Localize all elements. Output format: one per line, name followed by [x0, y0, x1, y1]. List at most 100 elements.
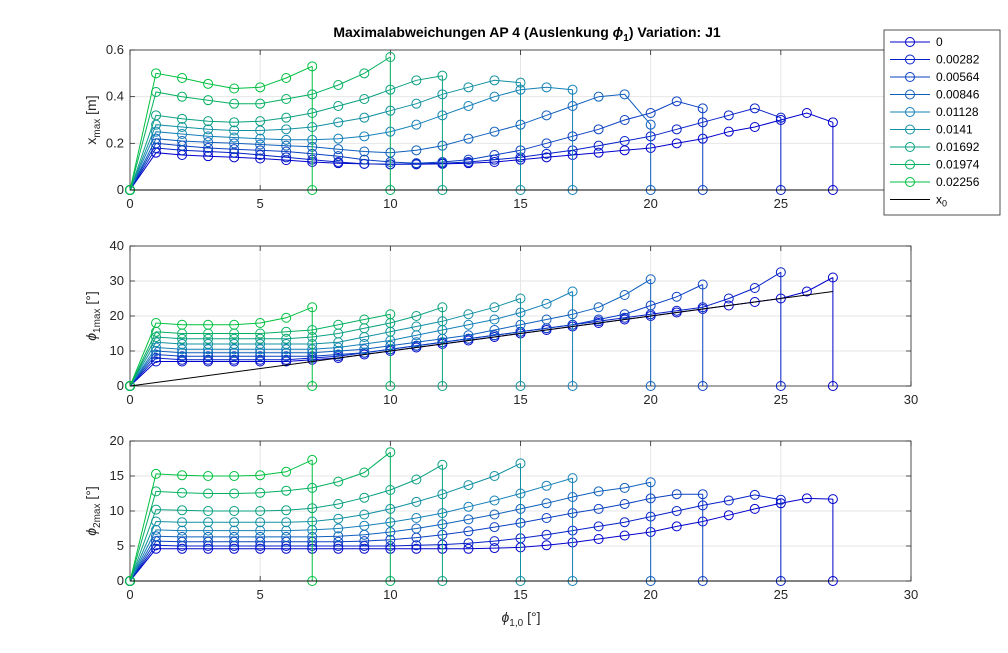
data-point	[203, 95, 214, 106]
series-line	[129, 493, 703, 582]
data-point	[229, 471, 240, 481]
series-5	[125, 82, 578, 195]
data-point	[463, 319, 474, 330]
x-axis-label: ϕ1,0 [°]	[502, 609, 541, 629]
data-point	[333, 157, 344, 167]
data-point	[463, 538, 474, 549]
legend-marker	[905, 142, 915, 152]
data-point	[229, 351, 240, 362]
subplot-2: 0 5 10 15 20 25 30 0 10 20 30 40 ϕ1max [°]	[83, 238, 918, 407]
data-point	[281, 73, 292, 83]
data-point	[229, 319, 240, 330]
data-point	[489, 157, 500, 167]
data-point	[411, 513, 422, 523]
data-point	[359, 314, 370, 325]
data-point	[333, 349, 344, 360]
data-point	[333, 523, 344, 534]
series-6	[125, 293, 526, 391]
data-point	[593, 521, 604, 532]
data-point	[359, 509, 370, 520]
data-point	[229, 339, 240, 349]
data-point	[203, 143, 214, 153]
data-point	[307, 302, 318, 313]
data-point	[411, 98, 422, 109]
x-tick-label: 20	[643, 196, 657, 211]
data-point	[671, 138, 682, 149]
data-point	[281, 146, 292, 157]
reference-line	[129, 291, 833, 387]
data-point	[359, 492, 370, 503]
data-point	[255, 354, 266, 365]
data-point	[697, 489, 708, 500]
data-point	[489, 325, 500, 335]
y-tick-label: 10	[110, 343, 124, 358]
data-point	[255, 153, 266, 164]
series-2	[125, 103, 786, 195]
data-point	[619, 309, 630, 320]
data-point	[333, 151, 344, 162]
legend-label: 0.01128	[936, 105, 979, 119]
data-point	[203, 339, 214, 349]
series-6	[125, 458, 526, 586]
data-point	[255, 487, 266, 498]
legend-marker	[905, 37, 915, 47]
data-point	[385, 52, 396, 62]
data-point	[333, 133, 344, 144]
legend-entry: 0.00564	[890, 70, 980, 84]
data-point	[203, 471, 214, 481]
data-point	[203, 78, 214, 89]
data-point	[229, 525, 240, 536]
data-point	[229, 132, 240, 143]
data-point	[177, 517, 188, 528]
data-point	[463, 309, 474, 320]
y-axis-label: xmax [m]	[83, 95, 103, 144]
data-point	[229, 333, 240, 344]
data-point	[203, 354, 214, 365]
data-point	[229, 531, 240, 542]
data-point	[255, 82, 266, 93]
data-point	[359, 467, 370, 478]
data-point	[203, 131, 214, 142]
legend-label: 0.0141	[936, 123, 973, 137]
data-point	[541, 138, 552, 149]
data-point	[177, 354, 188, 365]
data-point	[385, 447, 396, 458]
data-point	[229, 83, 240, 94]
data-point	[281, 525, 292, 536]
data-point	[177, 505, 188, 516]
data-point	[541, 480, 552, 491]
data-point	[515, 77, 526, 88]
data-point	[541, 314, 552, 325]
y-tick-label: 15	[110, 468, 124, 483]
data-point	[151, 468, 162, 479]
data-point	[203, 344, 214, 355]
data-point	[723, 495, 734, 506]
data-point	[177, 470, 188, 481]
data-point	[177, 531, 188, 542]
data-point	[281, 505, 292, 516]
legend-entry: 0.00846	[890, 88, 980, 102]
data-point	[671, 305, 682, 316]
data-point	[489, 543, 500, 554]
legend-marker	[905, 89, 915, 100]
data-point	[203, 517, 214, 528]
data-point	[489, 302, 500, 313]
data-point	[177, 543, 188, 554]
data-point	[541, 498, 552, 509]
y-tick-label: 20	[110, 433, 124, 448]
data-point	[359, 543, 370, 554]
data-point	[151, 524, 162, 535]
legend-box	[883, 29, 1001, 216]
data-point	[229, 138, 240, 149]
data-point	[255, 470, 266, 481]
legend-label: 0.00282	[936, 53, 980, 67]
data-point	[411, 540, 422, 551]
data-point	[411, 337, 422, 348]
data-point	[281, 134, 292, 145]
data-point	[801, 286, 812, 297]
series-9	[125, 454, 318, 586]
data-point	[593, 534, 604, 544]
series-line	[129, 313, 391, 387]
data-point	[177, 351, 188, 362]
data-point	[593, 91, 604, 102]
